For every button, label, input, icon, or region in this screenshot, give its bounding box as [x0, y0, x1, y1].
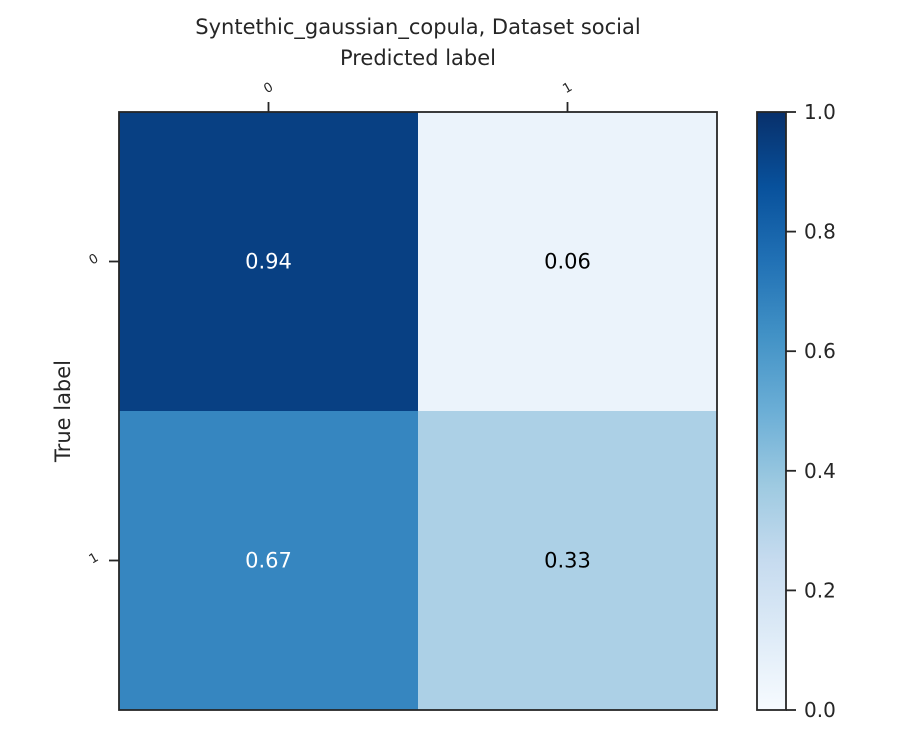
cell-value-label-1-1: 0.33 [544, 549, 591, 573]
y-axis-label: True label [51, 360, 75, 463]
heatmap-cell-1-1 [418, 411, 717, 710]
colorbar-tick-label-0: 0.0 [804, 698, 836, 722]
x-tick-label-0: 0 [261, 80, 276, 97]
y-tick-label-1: 1 [87, 550, 102, 567]
cell-value-label-1-0: 0.67 [245, 549, 292, 573]
chart-title: Syntethic_gaussian_copula, Dataset socia… [195, 15, 640, 40]
cell-value-label-0-0: 0.94 [245, 250, 292, 274]
y-tick-label-0: 0 [87, 251, 102, 268]
colorbar-tick-label-1: 0.2 [804, 578, 836, 602]
heatmap-cells: 0.94 0.06 0.67 0.33 [119, 112, 717, 710]
x-axis-label: Predicted label [340, 46, 496, 70]
cell-value-label-0-1: 0.06 [544, 250, 591, 274]
colorbar-tick-label-4: 0.8 [804, 220, 836, 244]
colorbar-tick-label-5: 1.0 [804, 100, 836, 124]
x-tick-label-1: 1 [560, 80, 575, 97]
heatmap-cell-0-1 [418, 112, 717, 411]
colorbar [756, 111, 787, 711]
colorbar-tick-label-3: 0.6 [804, 339, 836, 363]
heatmap-cell-0-0 [119, 112, 418, 411]
y-axis-ticks: 01 [87, 251, 119, 567]
colorbar-ticks: 0.0 0.2 0.4 0.6 0.8 1.0 [786, 100, 836, 722]
plot-frame [118, 111, 718, 711]
heatmap-cell-1-0 [119, 411, 418, 710]
colorbar-tick-label-2: 0.4 [804, 459, 836, 483]
